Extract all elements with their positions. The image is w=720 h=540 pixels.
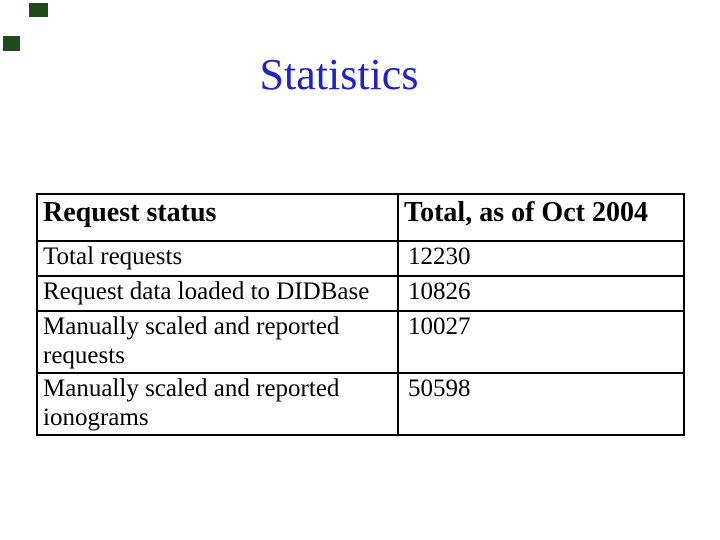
column-header-request-status: Request status <box>36 193 399 242</box>
row-label: Total requests <box>36 240 399 277</box>
row-label: Manually scaled and reported ionograms <box>36 372 399 436</box>
table-row: Manually scaled and reported ionograms 5… <box>36 372 685 436</box>
row-value: 10826 <box>397 275 685 312</box>
column-header-total: Total, as of Oct 2004 <box>397 193 685 242</box>
table-row: Request data loaded to DIDBase 10826 <box>36 275 685 312</box>
statistics-table: Request status Total, as of Oct 2004 Tot… <box>36 193 685 436</box>
row-label: Manually scaled and reported requests <box>36 310 399 374</box>
slide-viewer-corner-mark-top <box>29 3 48 17</box>
row-value: 12230 <box>397 240 685 277</box>
slide-viewer-corner-mark-left <box>3 36 20 51</box>
table-row: Total requests 12230 <box>36 240 685 277</box>
table-header-row: Request status Total, as of Oct 2004 <box>36 193 685 242</box>
row-value: 50598 <box>397 372 685 436</box>
row-value: 10027 <box>397 310 685 374</box>
row-label: Request data loaded to DIDBase <box>36 275 399 312</box>
page-title: Statistics <box>259 50 419 99</box>
table-row: Manually scaled and reported requests 10… <box>36 310 685 374</box>
